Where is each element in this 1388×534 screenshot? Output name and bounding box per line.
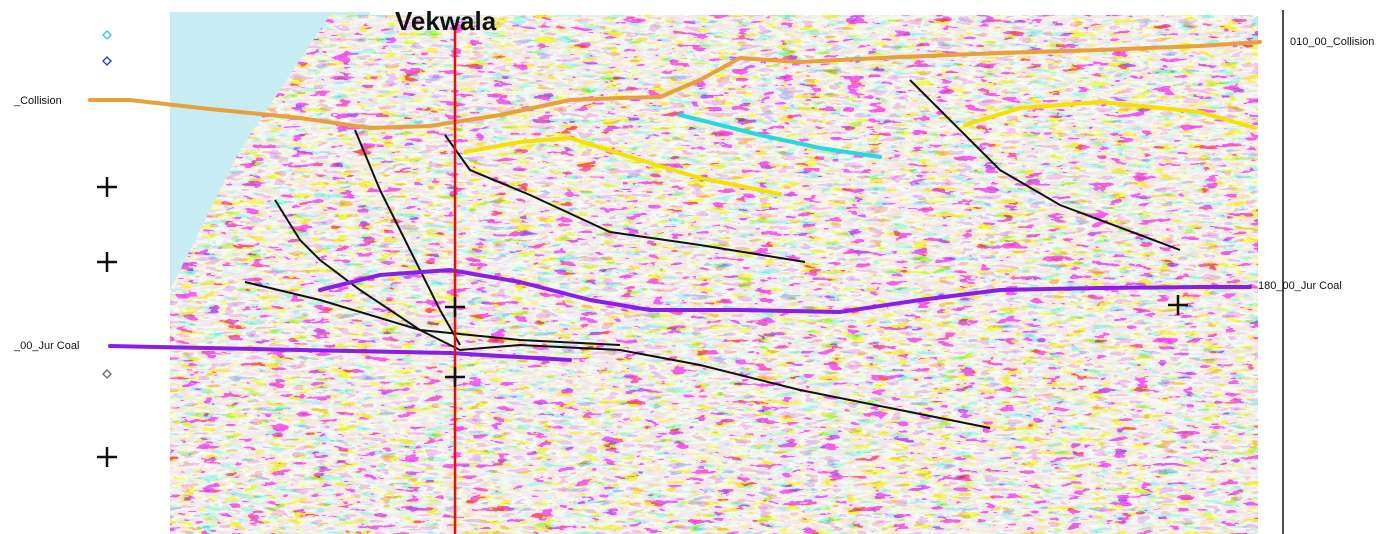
well-name: Vekwala — [395, 6, 497, 36]
horizon-label: 180_00_Jur Coal — [1258, 280, 1342, 292]
horizon-yellow — [463, 136, 782, 196]
markers — [97, 30, 1188, 467]
horizon-label: _00_Jur Coal — [13, 340, 79, 352]
horizon-label: _Collision — [13, 95, 62, 107]
seismic-section — [170, 15, 1258, 534]
faults — [244, 79, 1181, 429]
horizon-yellow — [963, 100, 1257, 130]
horizon-jur-coal-left — [108, 344, 572, 362]
horizon-jur-coal — [318, 268, 1252, 314]
horizon-label: 010_00_Collision — [1290, 36, 1374, 48]
horizon-collision — [88, 40, 1262, 130]
horizon-cyan — [678, 113, 882, 159]
